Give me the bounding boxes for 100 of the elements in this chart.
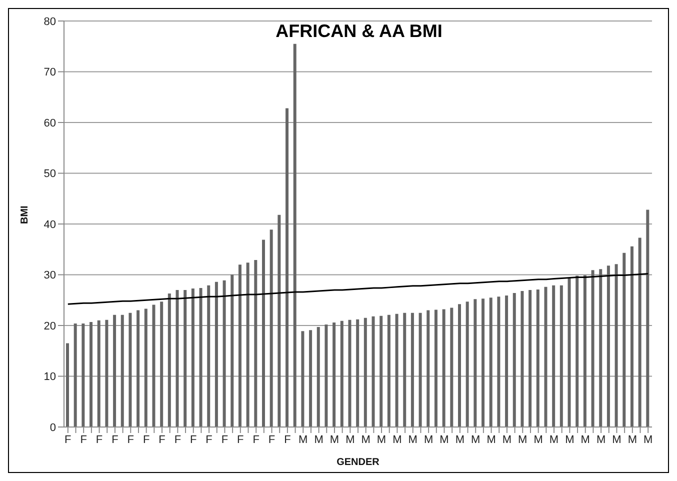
bar xyxy=(395,314,398,427)
x-tick-label: F xyxy=(96,434,103,446)
x-tick-label: M xyxy=(346,434,355,446)
y-tick-label: 80 xyxy=(44,16,56,28)
bar xyxy=(442,309,446,427)
bar xyxy=(599,269,602,427)
bar xyxy=(372,316,375,427)
y-tick-label: 10 xyxy=(44,371,56,384)
x-tick-label: M xyxy=(596,434,606,446)
bar xyxy=(583,275,586,427)
bar xyxy=(160,302,164,427)
bar xyxy=(512,293,516,427)
bar xyxy=(286,108,289,427)
bar xyxy=(246,262,250,427)
x-axis-title: GENDER xyxy=(336,457,380,468)
x-tick-label: M xyxy=(455,434,465,446)
bar xyxy=(630,246,634,427)
bar xyxy=(262,240,265,427)
bar xyxy=(222,280,226,427)
x-tick-label: F xyxy=(221,434,228,446)
bar xyxy=(622,252,626,427)
bar xyxy=(544,286,548,427)
bar xyxy=(168,294,171,427)
bar xyxy=(176,290,179,427)
x-tick-label: M xyxy=(361,434,370,446)
x-tick-label: F xyxy=(190,434,197,446)
y-tick-label: 70 xyxy=(44,66,56,79)
x-tick-label: F xyxy=(252,434,260,446)
bar xyxy=(270,230,273,427)
x-tick-label: F xyxy=(284,434,292,446)
bar xyxy=(591,270,594,427)
bar xyxy=(199,288,202,427)
x-tick-label: M xyxy=(580,434,590,446)
x-tick-label: F xyxy=(142,434,150,446)
bar xyxy=(316,327,320,427)
bar xyxy=(278,214,281,427)
bar xyxy=(207,285,210,427)
x-tick-label: M xyxy=(502,434,512,446)
x-tick-label: F xyxy=(64,434,72,446)
bar xyxy=(238,264,242,427)
x-tick-label: M xyxy=(471,434,480,446)
bar xyxy=(552,285,556,427)
bar xyxy=(120,314,124,427)
bar xyxy=(466,302,469,427)
bar xyxy=(184,290,187,427)
bar xyxy=(403,312,406,427)
x-tick-label: M xyxy=(408,434,418,446)
bar xyxy=(426,310,430,427)
y-tick-label: 30 xyxy=(44,270,56,282)
x-tick-label: F xyxy=(174,434,182,446)
bar xyxy=(450,308,454,427)
bar xyxy=(434,310,438,427)
x-tick-label: M xyxy=(643,434,653,446)
bar xyxy=(191,288,194,427)
x-tick-label: F xyxy=(112,434,119,446)
x-tick-label: M xyxy=(298,434,308,446)
x-tick-label: F xyxy=(237,434,244,446)
bar xyxy=(356,319,360,427)
bar xyxy=(380,316,383,427)
bar xyxy=(309,330,312,427)
bar xyxy=(614,264,618,427)
x-tick-label: F xyxy=(158,434,166,446)
y-tick-label: 40 xyxy=(44,218,56,231)
x-tick-label: F xyxy=(127,434,134,446)
bar xyxy=(301,331,304,427)
x-tick-label: F xyxy=(206,434,213,446)
y-tick-label: 20 xyxy=(44,320,56,332)
bar xyxy=(410,312,414,427)
bar xyxy=(90,322,93,427)
bar xyxy=(497,296,500,427)
bar xyxy=(105,320,108,427)
bar xyxy=(474,299,477,427)
x-tick-label: F xyxy=(80,434,88,446)
bar xyxy=(144,308,148,427)
x-tick-label: M xyxy=(440,434,449,446)
bar xyxy=(340,320,344,427)
bar xyxy=(332,322,336,427)
bar xyxy=(66,343,69,427)
bar xyxy=(230,274,234,427)
bar xyxy=(97,320,100,427)
y-tick-label: 0 xyxy=(50,422,56,434)
bar xyxy=(113,314,116,427)
bar xyxy=(560,285,563,427)
bar xyxy=(364,318,367,427)
bar xyxy=(136,310,140,427)
x-tick-label: M xyxy=(330,434,340,446)
bar xyxy=(576,276,579,427)
chart-title: AFRICAN & AA BMI xyxy=(274,21,444,42)
bar xyxy=(418,312,422,427)
bar xyxy=(128,312,132,427)
x-tick-label: M xyxy=(486,434,496,446)
x-tick-label: M xyxy=(534,434,543,446)
x-tick-label: F xyxy=(268,434,276,446)
bar xyxy=(152,304,156,427)
line-series xyxy=(67,272,649,305)
x-tick-label: M xyxy=(612,434,622,446)
x-tick-label: M xyxy=(628,434,637,446)
bar xyxy=(568,278,571,427)
bar xyxy=(638,238,642,427)
x-tick-label: M xyxy=(549,434,559,446)
